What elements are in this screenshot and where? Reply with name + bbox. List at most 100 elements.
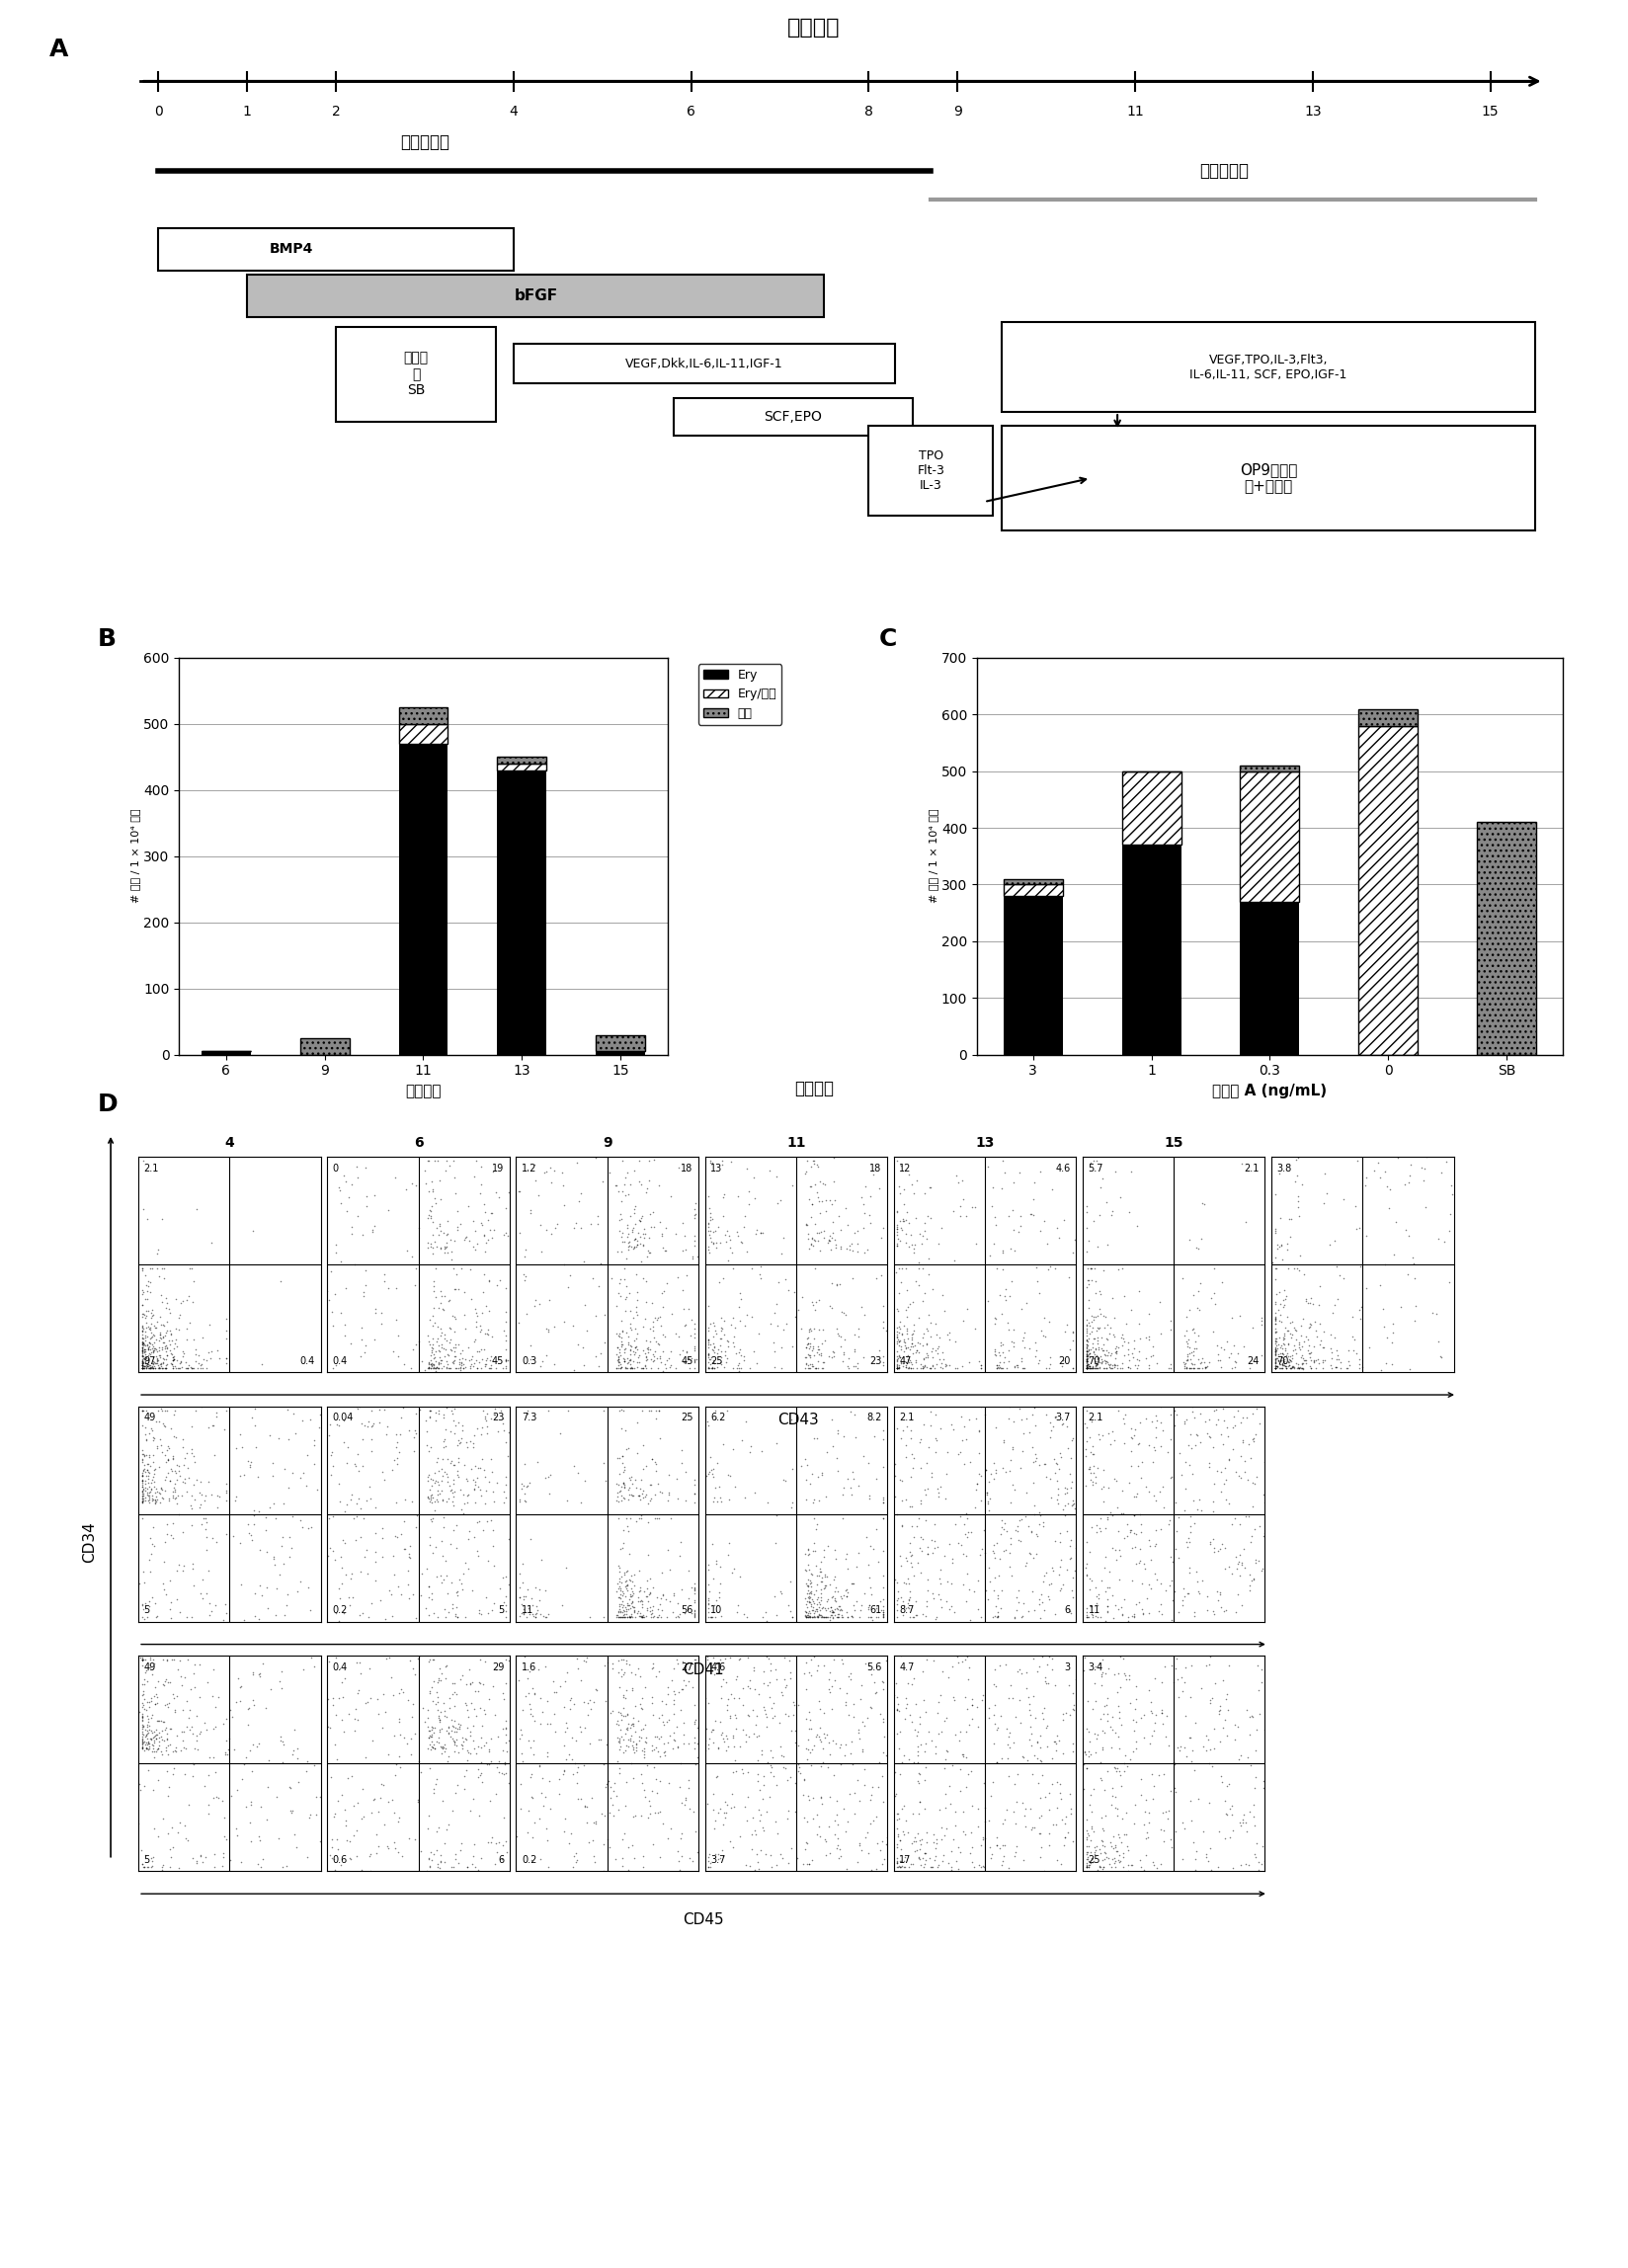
Point	[440, 1676, 466, 1712]
Point	[1029, 1311, 1055, 1347]
Point	[1166, 1594, 1192, 1631]
Point	[1286, 1349, 1312, 1386]
Point	[475, 1349, 501, 1386]
Point	[698, 1338, 724, 1374]
Point	[1081, 1336, 1107, 1372]
Point	[238, 1445, 264, 1481]
Point	[485, 1742, 511, 1778]
Point	[462, 1735, 488, 1771]
Point	[1361, 1152, 1387, 1188]
Point	[1094, 1345, 1120, 1381]
Point	[348, 1554, 374, 1590]
Point	[441, 1345, 467, 1381]
Point	[285, 1574, 311, 1610]
Point	[975, 1581, 1001, 1617]
Point	[1011, 1320, 1037, 1356]
Point	[173, 1349, 199, 1386]
Point	[889, 1744, 915, 1780]
Point	[923, 1821, 949, 1857]
Point	[1262, 1306, 1288, 1343]
Point	[158, 1839, 184, 1876]
Point	[129, 1250, 155, 1286]
Point	[1000, 1724, 1026, 1760]
Point	[788, 1279, 814, 1315]
Point	[132, 1411, 158, 1447]
Point	[638, 1594, 664, 1631]
Point	[1148, 1565, 1174, 1601]
Point	[169, 1551, 195, 1588]
Point	[129, 1347, 155, 1383]
Point	[961, 1848, 987, 1885]
Point	[977, 1828, 1003, 1864]
Text: 29: 29	[492, 1662, 505, 1672]
Point	[710, 1179, 736, 1216]
Point	[472, 1486, 498, 1522]
Point	[428, 1558, 454, 1594]
Point	[907, 1531, 933, 1567]
Point	[604, 1719, 630, 1755]
Point	[1141, 1767, 1167, 1803]
Point	[726, 1354, 752, 1390]
Point	[177, 1488, 204, 1524]
Point	[150, 1801, 176, 1837]
Point	[793, 1730, 819, 1767]
Point	[959, 1188, 985, 1225]
Point	[817, 1232, 843, 1268]
Point	[1081, 1812, 1107, 1848]
Point	[825, 1198, 851, 1234]
Point	[428, 1662, 454, 1699]
Point	[129, 1481, 155, 1517]
Point	[845, 1234, 871, 1270]
Point	[1001, 1767, 1027, 1803]
Point	[807, 1213, 834, 1250]
Point	[129, 1676, 155, 1712]
Point	[640, 1569, 666, 1606]
Point	[1083, 1735, 1109, 1771]
Point	[161, 1472, 187, 1508]
Point	[1133, 1320, 1159, 1356]
Point	[796, 1538, 822, 1574]
Point	[754, 1744, 780, 1780]
Point	[1302, 1343, 1328, 1379]
Point	[446, 1404, 472, 1440]
Point	[1275, 1232, 1301, 1268]
Point	[604, 1574, 630, 1610]
Point	[143, 1322, 169, 1359]
Point	[974, 1474, 1000, 1510]
Point	[148, 1472, 174, 1508]
Point	[428, 1213, 454, 1250]
Point	[713, 1345, 739, 1381]
Point	[887, 1461, 913, 1497]
Point	[400, 1576, 427, 1613]
Point	[321, 1309, 347, 1345]
Point	[1216, 1549, 1242, 1585]
Point	[1128, 1506, 1154, 1542]
Text: 61: 61	[869, 1606, 882, 1615]
Point	[166, 1458, 192, 1495]
Point	[794, 1590, 821, 1626]
Point	[138, 1347, 164, 1383]
Point	[1091, 1687, 1117, 1724]
Point	[1267, 1345, 1293, 1381]
Point	[1073, 1424, 1099, 1461]
Point	[632, 1347, 658, 1383]
Point	[698, 1349, 724, 1386]
Point	[610, 1574, 637, 1610]
Point	[330, 1594, 357, 1631]
Point	[436, 1349, 462, 1386]
Point	[1262, 1329, 1288, 1365]
Point	[425, 1345, 451, 1381]
Text: 70: 70	[1276, 1356, 1289, 1365]
Point	[443, 1349, 469, 1386]
Point	[470, 1216, 497, 1252]
Point	[493, 1340, 519, 1377]
Point	[751, 1665, 777, 1701]
Point	[793, 1481, 819, 1517]
Point	[443, 1588, 469, 1624]
Point	[827, 1728, 853, 1765]
Point	[619, 1672, 645, 1708]
Point	[1262, 1331, 1288, 1368]
Point	[129, 1340, 155, 1377]
Point	[171, 1755, 197, 1792]
Point	[1053, 1694, 1079, 1730]
